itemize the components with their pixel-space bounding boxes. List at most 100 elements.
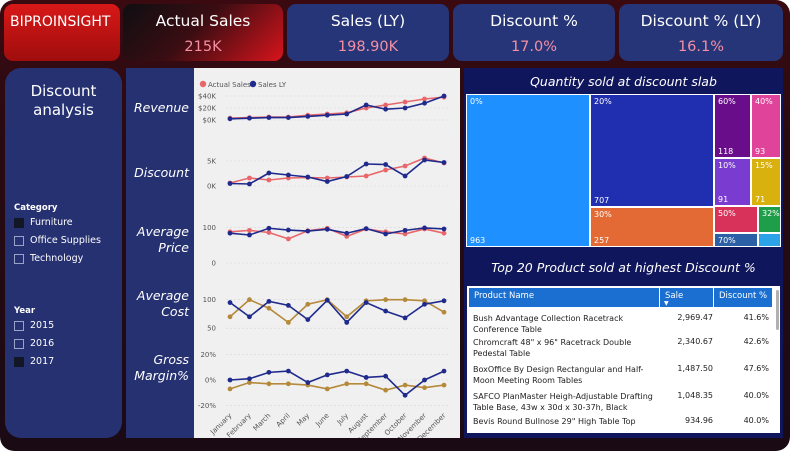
year-option-2016[interactable]: 2016: [14, 338, 54, 349]
label-line: Average: [136, 288, 189, 303]
data-point: [285, 368, 291, 374]
treemap-cell[interactable]: 32%: [758, 206, 781, 233]
brand-text: BIPROINSIGHT: [10, 14, 111, 30]
data-point: [324, 386, 330, 392]
column-header-sale[interactable]: Sale ▼: [660, 288, 713, 307]
year-slicer-label: Year: [14, 306, 36, 316]
data-point: [402, 231, 408, 237]
cell-discount: 41.6%: [743, 313, 769, 322]
treemap-cell-label: 60%: [718, 97, 736, 106]
year-option-2017[interactable]: 2017: [14, 356, 54, 367]
data-point: [247, 314, 252, 320]
treemap-cell-count: 257: [594, 236, 610, 245]
treemap-cell[interactable]: 15% 71: [751, 158, 781, 206]
option-label: Furniture: [30, 217, 73, 228]
data-point: [344, 320, 350, 325]
data-point: [363, 161, 369, 167]
cell-product-name: SAFCO PlanMaster Heigh-Adjustable Drafti…: [473, 392, 653, 412]
data-point: [402, 227, 408, 233]
kpi-sales-ly: Sales (LY) 198.90K: [287, 4, 449, 61]
column-header-product-name[interactable]: Product Name: [469, 288, 659, 307]
data-point: [441, 382, 447, 388]
treemap-cell[interactable]: 40% 93: [751, 94, 781, 158]
data-point: [324, 179, 330, 184]
data-point: [383, 231, 389, 237]
data-point: [441, 226, 447, 232]
kpi-title: Discount % (LY): [640, 12, 762, 30]
data-point: [402, 382, 408, 388]
treemap-cell[interactable]: 20% 707: [590, 94, 714, 207]
treemap-cell[interactable]: 10% 91: [714, 158, 751, 206]
treemap-cell-label: 32%: [762, 209, 780, 218]
series-line: [229, 298, 445, 324]
data-point: [422, 96, 427, 102]
category-option-office-supplies[interactable]: Office Supplies: [14, 235, 101, 246]
data-point: [247, 227, 252, 233]
data-point: [227, 181, 233, 186]
checkbox-icon[interactable]: [14, 338, 24, 349]
option-label: 2017: [30, 356, 55, 367]
label-revenue: Revenue: [134, 100, 189, 115]
category-option-technology[interactable]: Technology: [14, 253, 83, 264]
data-point: [441, 309, 447, 315]
data-point: [383, 162, 389, 167]
data-point: [266, 305, 272, 311]
checkbox-icon[interactable]: [14, 320, 24, 331]
treemap-cell[interactable]: 0% 963: [466, 94, 590, 247]
cell-product-name: Bevis Round Bullnose 29" High Table Top: [473, 417, 636, 426]
data-point: [227, 116, 233, 122]
column-header-discount[interactable]: Discount %: [714, 288, 772, 307]
series-line: [229, 159, 445, 185]
series-line: [229, 299, 445, 324]
checkbox-icon[interactable]: [14, 356, 24, 367]
treemap: 0% 963 20% 707 30% 257 60% 118 40% 93 10% 91 15% 71 50…: [466, 94, 781, 247]
data-point: [363, 173, 369, 179]
option-label: Technology: [30, 253, 84, 264]
option-label: 2015: [30, 320, 55, 331]
label-line: Margin%: [134, 368, 189, 383]
checkbox-icon[interactable]: [14, 217, 24, 228]
treemap-cell[interactable]: 60% 118: [714, 94, 751, 158]
series-line: [229, 227, 445, 236]
data-point: [344, 174, 350, 179]
cell-discount: 42.6%: [743, 337, 769, 346]
checkbox-icon[interactable]: [14, 253, 24, 264]
cell-sale: 934.96: [685, 416, 713, 425]
cell-sale: 2,969.47: [677, 313, 713, 322]
data-point: [422, 385, 427, 391]
filter-panel: Discount analysis Category Furniture Off…: [5, 68, 122, 438]
data-point: [422, 100, 427, 106]
treemap-cell[interactable]: 30% 257: [590, 207, 714, 247]
treemap-cell-label: 0%: [470, 97, 483, 106]
data-point: [363, 375, 369, 380]
data-point: [285, 302, 291, 308]
table-scrollbar[interactable]: [776, 290, 779, 330]
data-point: [227, 300, 233, 305]
y-tick-label: 0: [212, 260, 216, 268]
checkbox-icon[interactable]: [14, 235, 24, 246]
data-point: [285, 115, 291, 120]
page-title-line: analysis: [33, 101, 94, 119]
data-point: [324, 226, 330, 232]
y-tick-label: 0%: [205, 377, 216, 385]
kpi-title: Sales (LY): [330, 12, 406, 30]
treemap-cell[interactable]: [758, 233, 781, 247]
data-point: [402, 99, 408, 105]
legend-marker-ly: [249, 80, 257, 88]
cell-discount: 40.0%: [743, 416, 769, 425]
treemap-cell[interactable]: 50%: [714, 206, 758, 233]
treemap-cell-count: 91: [718, 195, 729, 204]
data-point: [363, 381, 369, 387]
treemap-title: Quantity sold at discount slab: [530, 74, 717, 89]
category-option-furniture[interactable]: Furniture: [14, 217, 73, 228]
data-point: [402, 105, 408, 111]
data-point: [441, 160, 447, 165]
cell-discount: 47.6%: [743, 364, 769, 373]
data-point: [227, 230, 233, 236]
data-point: [324, 372, 330, 378]
data-point: [324, 112, 330, 118]
data-point: [422, 377, 427, 383]
treemap-cell[interactable]: 70%: [714, 233, 758, 247]
data-point: [383, 308, 389, 314]
year-option-2015[interactable]: 2015: [14, 320, 54, 331]
